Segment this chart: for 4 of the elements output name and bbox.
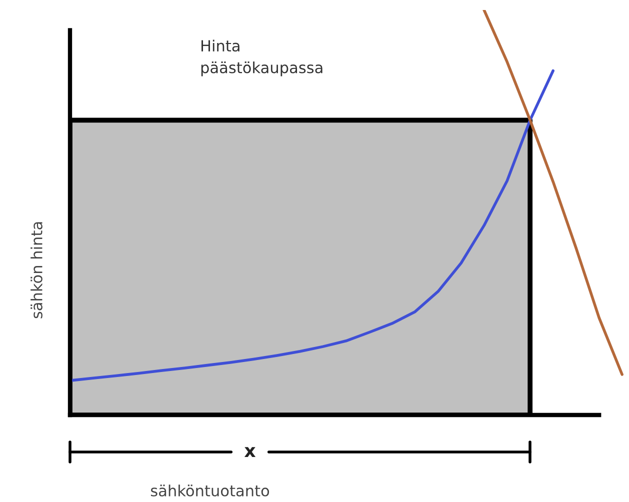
text: x <box>244 447 256 457</box>
y-axis-title: sähkön hinta <box>30 222 42 318</box>
annotation: Hinta päästökaupassa <box>201 40 322 76</box>
x-axis-title: sähköntuotanto <box>150 484 270 496</box>
